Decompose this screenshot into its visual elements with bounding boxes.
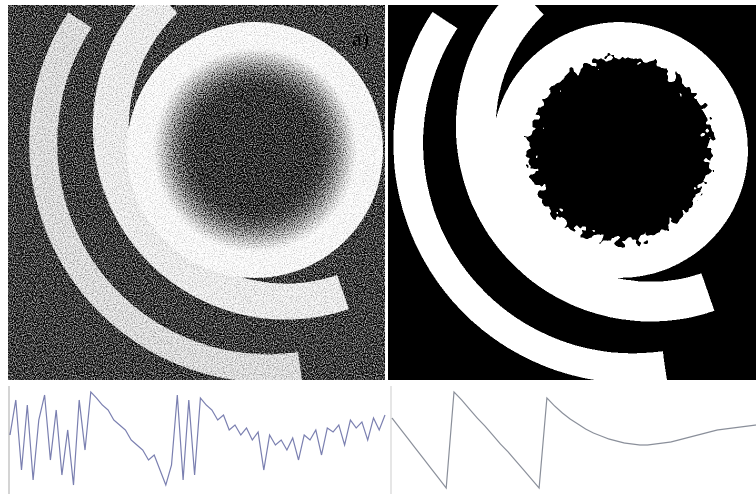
- panel-label: b): [722, 26, 740, 51]
- panel-b-image: [388, 5, 756, 380]
- panel-label: a): [352, 26, 369, 51]
- profile-line: [391, 390, 756, 490]
- panel-a-image: [8, 5, 385, 380]
- profile-line: [9, 390, 386, 487]
